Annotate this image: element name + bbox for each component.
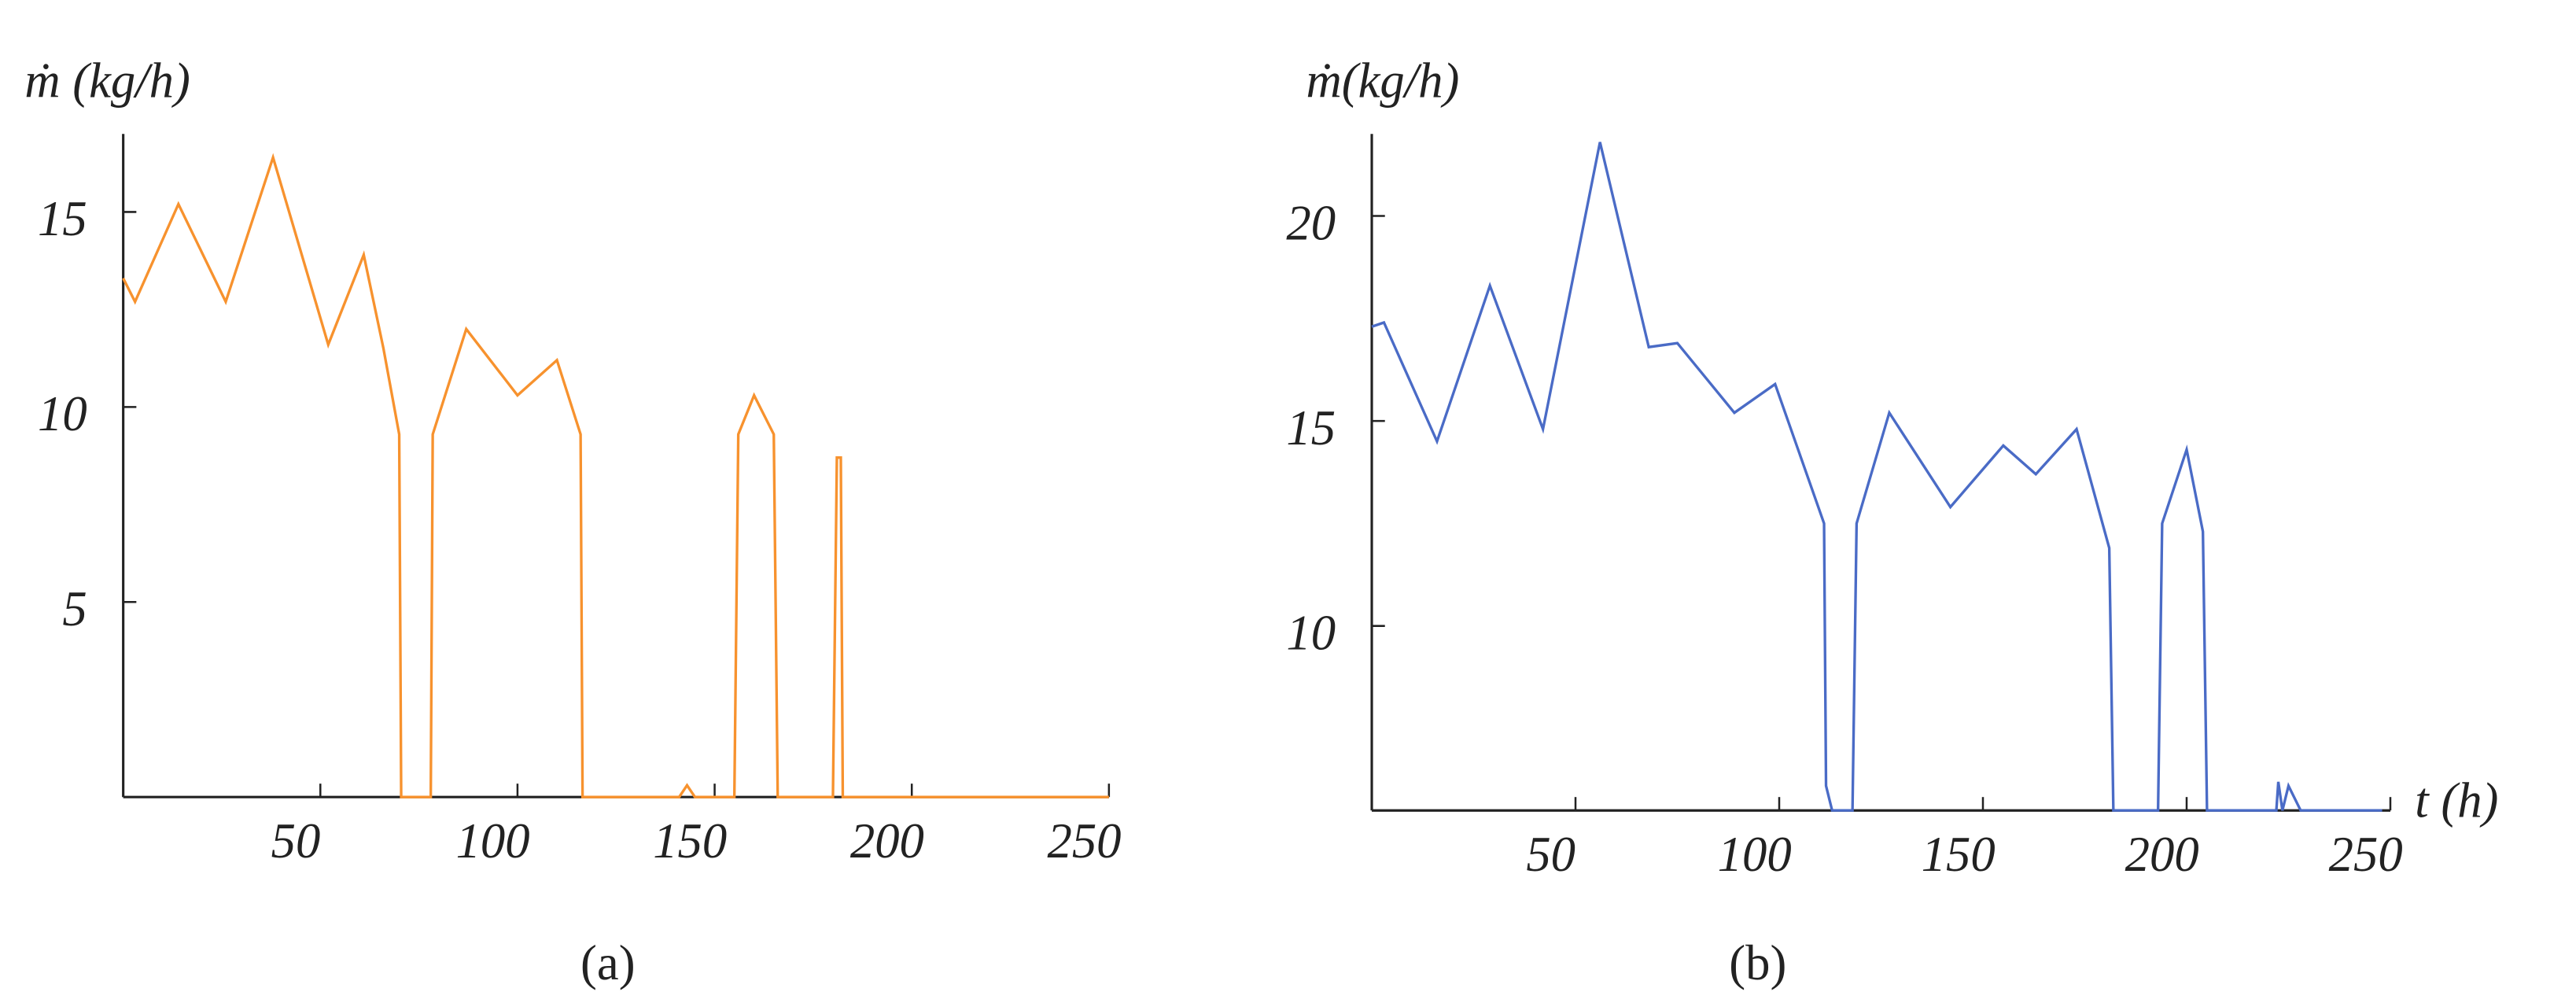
x-tick-label: 50 xyxy=(1526,826,1575,882)
data-line xyxy=(1371,142,2383,812)
y-tick-label: 10 xyxy=(38,386,87,442)
x-tick-label: 50 xyxy=(271,813,321,868)
y-axis-label: ṁ (kg/h) xyxy=(24,53,190,109)
x-tick-label: 250 xyxy=(2329,826,2403,882)
y-axis-label: ṁ(kg/h) xyxy=(1306,53,1459,109)
x-axis-label: t (h) xyxy=(2415,773,2498,828)
y-tick-label: 5 xyxy=(62,581,87,637)
x-tick-label: 100 xyxy=(1718,826,1792,882)
x-tick-label: 250 xyxy=(1048,813,1122,868)
data-line xyxy=(122,153,1109,798)
x-tick-label: 150 xyxy=(653,813,727,868)
y-tick-label: 10 xyxy=(1286,605,1336,661)
x-tick-label: 100 xyxy=(456,813,530,868)
caption: (b) xyxy=(1729,935,1786,991)
y-tick-label: 15 xyxy=(38,191,87,247)
y-tick-label: 15 xyxy=(1286,400,1336,455)
x-tick-label: 200 xyxy=(850,813,924,868)
x-tick-label: 150 xyxy=(1922,826,1996,882)
x-tick-label: 200 xyxy=(2125,826,2199,882)
caption: (a) xyxy=(580,935,636,991)
y-tick-label: 20 xyxy=(1286,195,1336,251)
